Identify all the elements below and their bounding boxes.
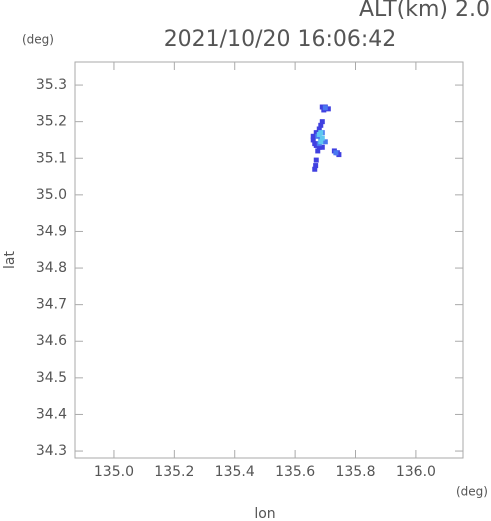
radar-cell xyxy=(319,135,325,141)
y-unit: (deg) xyxy=(22,33,54,47)
radar-cell xyxy=(319,144,325,150)
x-tick-label: 135.6 xyxy=(275,464,315,480)
y-tick-label: 34.6 xyxy=(36,333,67,349)
radar-cell xyxy=(310,137,316,143)
radar-cell xyxy=(336,152,342,158)
radar-cell xyxy=(313,157,319,163)
plot-frame xyxy=(74,61,464,459)
annotation: ALT(km) 2.0 xyxy=(359,0,490,22)
radar-cell xyxy=(318,122,324,128)
y-tick-label: 34.5 xyxy=(36,370,67,386)
x-axis-label: lon xyxy=(254,506,275,521)
radar-cell xyxy=(316,126,322,132)
radar-cell xyxy=(322,105,328,111)
radar-cell xyxy=(315,148,321,154)
y-tick-label: 35.3 xyxy=(36,77,67,93)
y-tick-label: 35.2 xyxy=(36,114,67,130)
y-tick-label: 34.3 xyxy=(36,443,67,459)
chart-title: 2021/10/20 16:06:42 xyxy=(164,27,397,52)
x-tick-label: 135.8 xyxy=(335,464,375,480)
radar-cell xyxy=(318,139,324,145)
radar-cell xyxy=(325,106,331,112)
radar-cell xyxy=(322,139,328,145)
x-tick-label: 136.0 xyxy=(396,464,436,480)
y-tick-label: 35.0 xyxy=(36,187,67,203)
x-tick-label: 135.2 xyxy=(154,464,194,480)
y-tick-label: 34.7 xyxy=(36,297,67,313)
y-tick-label: 34.4 xyxy=(36,406,67,422)
x-tick-label: 135.0 xyxy=(94,464,134,480)
radar-cell xyxy=(319,104,325,110)
radar-cell xyxy=(319,119,325,125)
radar-cell xyxy=(333,150,339,156)
y-axis-label: lat xyxy=(2,251,18,269)
radar-cell xyxy=(318,130,324,136)
radar-cell xyxy=(312,166,318,172)
radar-cell xyxy=(313,142,319,148)
radar-cell xyxy=(310,133,316,139)
radar-cell xyxy=(313,163,319,169)
x-tick-label: 135.4 xyxy=(215,464,255,480)
radar-cell xyxy=(313,130,319,136)
y-tick-label: 35.1 xyxy=(36,150,67,166)
radar-cell xyxy=(316,144,322,150)
x-unit: (deg) xyxy=(456,485,488,499)
y-tick-label: 34.9 xyxy=(36,223,67,239)
y-tick-label: 34.8 xyxy=(36,260,67,276)
